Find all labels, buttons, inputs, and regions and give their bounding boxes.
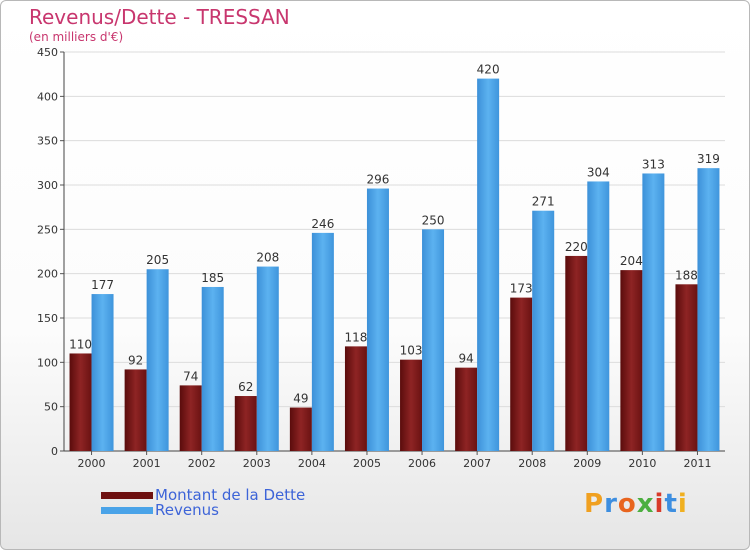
revenue-value-label: 205 bbox=[146, 253, 169, 267]
legend-label-revenue: Revenus bbox=[155, 501, 219, 519]
chart-subtitle: (en milliers d'€) bbox=[29, 30, 124, 44]
debt-bar bbox=[620, 270, 643, 451]
x-tick-label: 2011 bbox=[683, 457, 711, 470]
revenue-bar bbox=[642, 173, 665, 451]
debt-value-label: 110 bbox=[69, 337, 92, 351]
x-tick-label: 2000 bbox=[78, 457, 106, 470]
y-tick-label: 100 bbox=[37, 356, 58, 369]
debt-value-label: 204 bbox=[620, 254, 643, 268]
debt-bar bbox=[69, 353, 92, 451]
revenue-value-label: 250 bbox=[422, 213, 445, 227]
proxiti-logo: Proxiti bbox=[584, 489, 688, 519]
revenue-value-label: 271 bbox=[532, 195, 555, 209]
x-tick-label: 2002 bbox=[188, 457, 216, 470]
debt-bar bbox=[510, 297, 533, 451]
x-tick-label: 2005 bbox=[353, 457, 381, 470]
debt-bar bbox=[179, 385, 202, 451]
revenue-value-label: 246 bbox=[311, 217, 334, 231]
y-tick-label: 400 bbox=[37, 90, 58, 103]
x-tick-label: 2006 bbox=[408, 457, 436, 470]
y-tick-label: 150 bbox=[37, 312, 58, 325]
debt-value-label: 92 bbox=[128, 353, 143, 367]
debt-value-label: 118 bbox=[345, 330, 368, 344]
debt-bar bbox=[675, 284, 698, 451]
logo-letter: r bbox=[604, 489, 618, 519]
revenue-value-label: 208 bbox=[256, 251, 279, 265]
revenue-bar bbox=[366, 188, 389, 451]
debt-value-label: 74 bbox=[183, 369, 198, 383]
debt-bar bbox=[565, 255, 588, 451]
revenue-value-label: 420 bbox=[477, 63, 500, 77]
debt-value-label: 49 bbox=[293, 392, 308, 406]
revenue-bar bbox=[311, 232, 334, 451]
revenue-value-label: 296 bbox=[367, 173, 390, 187]
y-tick-label: 0 bbox=[51, 445, 58, 458]
x-tick-label: 2004 bbox=[298, 457, 326, 470]
revenue-bar bbox=[422, 229, 445, 451]
x-tick-label: 2009 bbox=[573, 457, 601, 470]
debt-bar bbox=[124, 369, 147, 451]
x-tick-label: 2001 bbox=[133, 457, 161, 470]
x-tick-label: 2007 bbox=[463, 457, 491, 470]
debt-value-label: 94 bbox=[458, 352, 473, 366]
debt-value-label: 220 bbox=[565, 240, 588, 254]
revenue-bar bbox=[587, 181, 610, 451]
revenue-bar bbox=[477, 78, 500, 451]
debt-bar bbox=[400, 359, 423, 451]
revenue-bar bbox=[201, 286, 224, 451]
revenue-value-label: 177 bbox=[91, 278, 114, 292]
revenue-bar bbox=[532, 210, 555, 451]
legend-swatch-revenue bbox=[101, 507, 153, 514]
y-tick-label: 300 bbox=[37, 179, 58, 192]
logo-letter: t bbox=[664, 489, 678, 519]
debt-bar bbox=[455, 367, 478, 451]
revenue-bar bbox=[256, 266, 279, 451]
y-tick-label: 50 bbox=[44, 401, 58, 414]
revenue-bar bbox=[91, 294, 114, 451]
revenue-bar bbox=[697, 168, 720, 452]
revenue-value-label: 313 bbox=[642, 157, 665, 171]
debt-value-label: 188 bbox=[675, 268, 698, 282]
debt-bar bbox=[234, 396, 257, 451]
debt-value-label: 173 bbox=[510, 282, 533, 296]
legend-swatch-debt bbox=[101, 492, 153, 499]
logo-letter: o bbox=[617, 489, 637, 519]
revenue-value-label: 304 bbox=[587, 165, 610, 179]
revenue-bar bbox=[146, 269, 169, 451]
chart-title: Revenus/Dette - TRESSAN bbox=[29, 5, 290, 29]
debt-value-label: 62 bbox=[238, 380, 253, 394]
x-tick-label: 2008 bbox=[518, 457, 546, 470]
logo-letter: i bbox=[677, 489, 688, 519]
logo-letter: x bbox=[636, 489, 655, 519]
logo-letter: i bbox=[654, 489, 665, 519]
revenue-value-label: 185 bbox=[201, 271, 224, 285]
y-tick-label: 350 bbox=[37, 135, 58, 148]
x-tick-label: 2010 bbox=[628, 457, 656, 470]
debt-value-label: 103 bbox=[400, 344, 423, 358]
debt-bar bbox=[344, 346, 367, 451]
revenue-value-label: 319 bbox=[697, 152, 720, 166]
y-tick-label: 250 bbox=[37, 223, 58, 236]
y-tick-label: 200 bbox=[37, 268, 58, 281]
logo-letter: P bbox=[584, 489, 605, 519]
y-tick-label: 450 bbox=[37, 46, 58, 59]
legend-label-debt: Montant de la Dette bbox=[155, 486, 306, 504]
x-tick-label: 2003 bbox=[243, 457, 271, 470]
debt-bar bbox=[289, 407, 312, 451]
